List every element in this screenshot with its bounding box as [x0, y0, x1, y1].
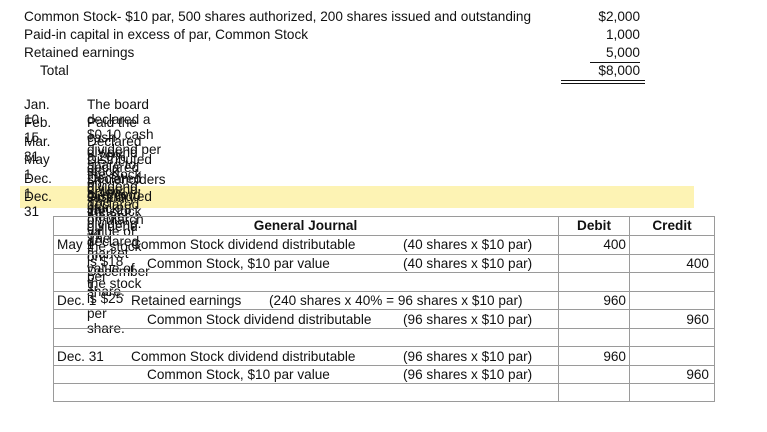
equity-total-amount: $8,000 [598, 63, 640, 78]
credit-note: (96 shares x $10 par) [403, 367, 533, 382]
equity-row: Retained earnings 5,000 [24, 45, 640, 63]
grid-line [53, 328, 715, 329]
grid-line [53, 383, 715, 384]
transaction-text: Declared a 20% stock dividend. The marke… [87, 134, 142, 299]
highlighted-transaction-band [20, 186, 694, 208]
grid-line [53, 365, 715, 366]
credit-header: Credit [652, 218, 692, 233]
equity-amount: $2,000 [598, 9, 640, 24]
transaction-date: Jan. 10 [24, 97, 50, 127]
grid-line [53, 309, 715, 310]
equity-total-label: Total [40, 63, 69, 78]
equity-amount: 1,000 [605, 27, 640, 42]
equity-label: Common Stock- $10 par, 500 shares author… [24, 9, 532, 24]
general-journal-table: General Journal Debit Credit May 1 Commo… [53, 216, 715, 402]
debit-account: Common Stock dividend distributable [131, 349, 356, 364]
total-double-underline-bottom [561, 83, 645, 84]
credit-amount: 960 [686, 367, 709, 382]
credit-account: Common Stock, $10 par value [147, 256, 330, 271]
debit-amount: 400 [603, 237, 626, 252]
transaction-text: Distributed the stock dividend declared … [87, 189, 152, 294]
equity-row: Common Stock- $10 par, 500 shares author… [24, 9, 640, 27]
equity-amount: 5,000 [605, 45, 640, 60]
equity-label: Paid-in capital in excess of par, Common… [24, 27, 309, 42]
debit-amount: 960 [603, 349, 626, 364]
debit-note: (96 shares x $10 par) [403, 349, 533, 364]
debit-note: (40 shares x $10 par) [403, 237, 533, 252]
debit-note: (240 shares x 40% = 96 shares x $10 par) [269, 293, 523, 308]
grid-line [53, 291, 715, 292]
credit-amount: 400 [686, 256, 709, 271]
equity-label: Retained earnings [24, 45, 135, 60]
entry-date: Dec. 1 [57, 293, 97, 308]
grid-line [53, 346, 715, 347]
credit-account: Common Stock, $10 par value [147, 367, 330, 382]
total-double-underline-top [561, 80, 645, 81]
journal-title: General Journal [253, 218, 358, 233]
grid-line [53, 216, 715, 217]
debit-account: Retained earnings [131, 293, 242, 308]
credit-note: (40 shares x $10 par) [403, 256, 533, 271]
transaction-date: Feb. 15 [24, 115, 52, 145]
transaction-text: Paid the cash dividend declared on Janua… [87, 115, 140, 220]
grid-line [53, 254, 715, 255]
credit-account: Common Stock dividend distributable [147, 312, 372, 327]
debit-account: Common Stock dividend distributable [131, 237, 356, 252]
grid-line [53, 235, 715, 236]
credit-note: (96 shares x $10 par) [403, 312, 533, 327]
transaction-date: Mar. 31 [24, 134, 51, 164]
transaction-date: Dec. 31 [24, 189, 52, 219]
equity-total-row: Total $8,000 [24, 63, 640, 81]
transaction-text: Distributed the stock dividend declared … [87, 152, 152, 242]
grid-line [53, 401, 715, 402]
grid-line [53, 272, 715, 273]
entry-date: Dec. 31 [57, 349, 104, 364]
transaction-text: The board declared a $0.10 cash dividend… [87, 97, 166, 217]
transaction-date: May 1 [24, 152, 50, 182]
equity-row: Paid-in capital in excess of par, Common… [24, 27, 640, 45]
subtotal-underline [590, 62, 640, 63]
entry-date: May 1 [57, 237, 95, 252]
transaction-date: Dec. 1 [24, 171, 52, 201]
credit-amount: 960 [686, 312, 709, 327]
debit-header: Debit [577, 218, 611, 233]
debit-amount: 960 [603, 293, 626, 308]
